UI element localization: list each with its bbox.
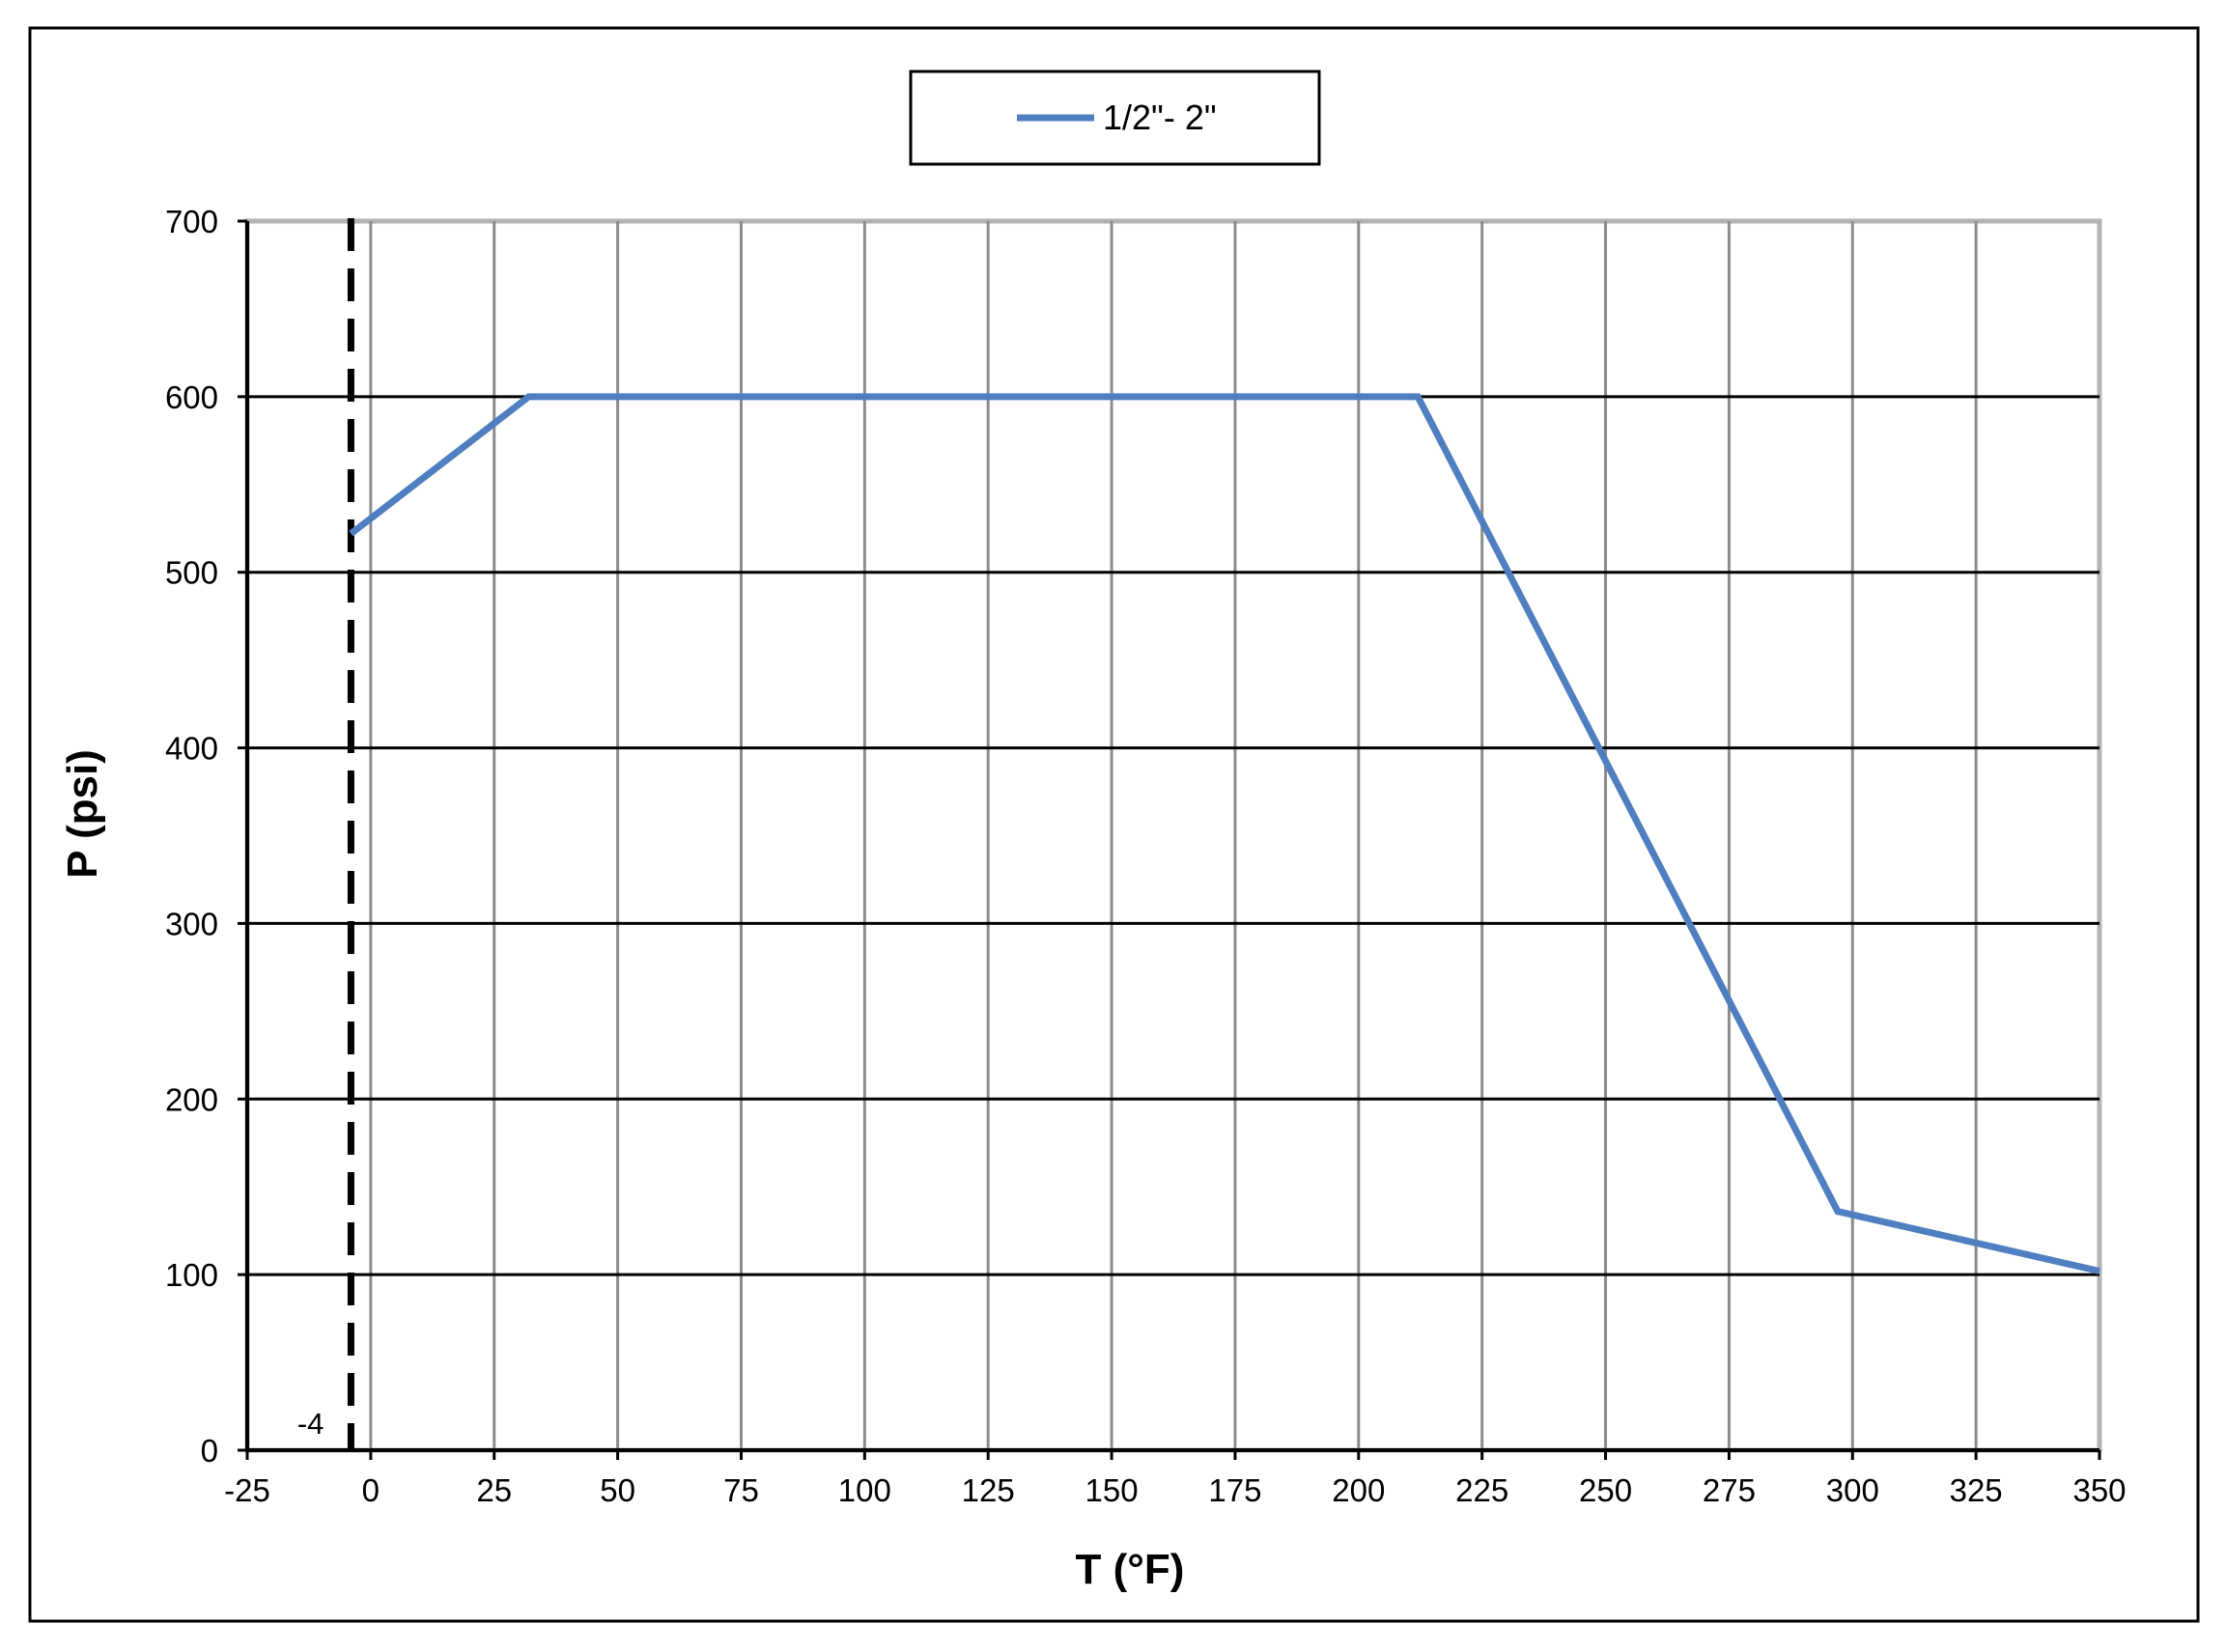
chart-frame [28, 26, 2200, 1623]
legend: 1/2"- 2" [909, 70, 1321, 166]
reference-line-label: -4 [297, 1407, 324, 1441]
x-tick-label: 250 [1579, 1472, 1632, 1508]
x-tick-label: 325 [1950, 1472, 2003, 1508]
x-tick-label: 50 [600, 1472, 635, 1508]
x-tick-label: -25 [224, 1472, 270, 1508]
x-tick-label: 75 [723, 1472, 759, 1508]
x-tick-label: 100 [838, 1472, 891, 1508]
series-layer [349, 393, 2100, 1274]
x-tick-label: 275 [1703, 1472, 1756, 1508]
y-tick-label: 100 [165, 1257, 218, 1293]
x-tick-label: 125 [962, 1472, 1015, 1508]
y-tick-label: 0 [201, 1433, 218, 1469]
y-tick-label: 200 [165, 1081, 218, 1117]
x-tick-label: 225 [1455, 1472, 1508, 1508]
y-tick-label: 500 [165, 555, 218, 591]
x-tick-label: 25 [476, 1472, 512, 1508]
x-tick-label: 150 [1085, 1472, 1139, 1508]
x-tick-label: 300 [1826, 1472, 1879, 1508]
x-axis-title: T (°F) [1076, 1546, 1185, 1593]
legend-box [909, 70, 1321, 166]
y-tick-label: 300 [165, 906, 218, 941]
y-axis-title: P (psi) [59, 749, 106, 879]
axis-layer [238, 219, 2101, 1460]
legend-entry-label: 1/2"- 2" [1103, 98, 1217, 137]
y-tick-label: 700 [165, 204, 218, 239]
x-tick-label: 350 [2072, 1472, 2126, 1508]
y-tick-label: 600 [165, 379, 218, 415]
x-tick-label: 200 [1332, 1472, 1385, 1508]
x-tick-label: 0 [362, 1472, 380, 1508]
x-tick-label: 175 [1208, 1472, 1261, 1508]
series-line [349, 393, 2100, 1274]
reference-line-layer: -4 [297, 218, 354, 1450]
y-tick-label: 400 [165, 731, 218, 767]
